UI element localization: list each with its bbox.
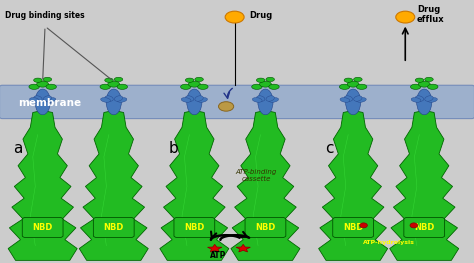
Ellipse shape: [46, 98, 56, 102]
Ellipse shape: [360, 223, 367, 228]
Ellipse shape: [425, 77, 433, 82]
Text: NBD: NBD: [33, 223, 53, 232]
Ellipse shape: [187, 89, 202, 115]
Ellipse shape: [106, 89, 121, 115]
Ellipse shape: [114, 77, 123, 82]
Text: Drug
efflux: Drug efflux: [417, 5, 445, 24]
Text: Drug: Drug: [249, 11, 272, 20]
Ellipse shape: [36, 81, 49, 87]
Ellipse shape: [354, 77, 362, 82]
Ellipse shape: [415, 78, 424, 82]
Ellipse shape: [29, 84, 39, 89]
Text: a: a: [13, 140, 23, 155]
Text: NBD: NBD: [255, 223, 275, 232]
FancyBboxPatch shape: [22, 218, 63, 237]
Text: membrane: membrane: [18, 98, 81, 108]
Ellipse shape: [428, 98, 438, 102]
Ellipse shape: [105, 96, 113, 101]
Ellipse shape: [105, 78, 113, 82]
Ellipse shape: [43, 96, 52, 101]
FancyBboxPatch shape: [404, 218, 445, 237]
Polygon shape: [8, 110, 77, 260]
Ellipse shape: [100, 84, 110, 89]
Ellipse shape: [256, 96, 265, 101]
Ellipse shape: [346, 89, 361, 115]
Ellipse shape: [225, 11, 244, 23]
Ellipse shape: [418, 81, 430, 87]
Ellipse shape: [340, 98, 350, 102]
Ellipse shape: [356, 98, 366, 102]
Ellipse shape: [411, 98, 421, 102]
Ellipse shape: [256, 78, 265, 82]
Text: NBD: NBD: [184, 223, 204, 232]
FancyBboxPatch shape: [333, 218, 374, 237]
Text: NBD: NBD: [414, 223, 434, 232]
Ellipse shape: [198, 84, 208, 89]
Ellipse shape: [269, 84, 279, 89]
Text: ATP: ATP: [210, 251, 226, 260]
Ellipse shape: [269, 98, 279, 102]
Ellipse shape: [252, 98, 262, 102]
Ellipse shape: [198, 98, 208, 102]
Ellipse shape: [29, 98, 39, 102]
Text: b: b: [168, 140, 178, 155]
Ellipse shape: [410, 84, 421, 89]
Ellipse shape: [43, 77, 52, 82]
Text: Drug binding sites: Drug binding sites: [5, 11, 85, 21]
Ellipse shape: [347, 81, 359, 87]
Polygon shape: [160, 110, 229, 260]
Text: c: c: [325, 140, 333, 155]
Ellipse shape: [266, 96, 274, 101]
Ellipse shape: [195, 77, 203, 82]
Polygon shape: [236, 244, 250, 252]
Ellipse shape: [117, 98, 127, 102]
Ellipse shape: [258, 89, 273, 115]
FancyBboxPatch shape: [174, 218, 215, 237]
Ellipse shape: [185, 78, 194, 82]
Ellipse shape: [181, 98, 191, 102]
FancyBboxPatch shape: [0, 85, 474, 119]
Text: ATP-binding
cassette: ATP-binding cassette: [235, 169, 277, 183]
Ellipse shape: [114, 96, 123, 101]
Ellipse shape: [185, 96, 194, 101]
Ellipse shape: [259, 81, 271, 87]
Ellipse shape: [219, 102, 234, 111]
Ellipse shape: [34, 78, 42, 82]
Ellipse shape: [396, 11, 415, 23]
Ellipse shape: [108, 81, 119, 87]
Ellipse shape: [188, 81, 200, 87]
Ellipse shape: [252, 84, 262, 89]
Ellipse shape: [428, 84, 438, 89]
Polygon shape: [208, 244, 222, 252]
Text: ATP-hydrolysis: ATP-hydrolysis: [363, 240, 415, 245]
Ellipse shape: [410, 223, 418, 228]
Ellipse shape: [417, 89, 432, 115]
Ellipse shape: [344, 96, 353, 101]
Ellipse shape: [425, 96, 433, 101]
Ellipse shape: [181, 84, 191, 89]
FancyBboxPatch shape: [93, 218, 134, 237]
Ellipse shape: [356, 84, 367, 89]
Ellipse shape: [100, 98, 110, 102]
Text: NBD: NBD: [343, 223, 363, 232]
Ellipse shape: [344, 78, 353, 82]
Ellipse shape: [34, 96, 42, 101]
Ellipse shape: [46, 84, 56, 89]
Polygon shape: [79, 110, 148, 260]
Ellipse shape: [415, 96, 424, 101]
Text: NBD: NBD: [104, 223, 124, 232]
Polygon shape: [231, 110, 300, 260]
Ellipse shape: [339, 84, 350, 89]
FancyBboxPatch shape: [245, 218, 286, 237]
Polygon shape: [390, 110, 459, 260]
Ellipse shape: [117, 84, 128, 89]
Ellipse shape: [195, 96, 203, 101]
Polygon shape: [319, 110, 388, 260]
Ellipse shape: [35, 89, 50, 115]
Ellipse shape: [354, 96, 362, 101]
Ellipse shape: [266, 77, 274, 82]
